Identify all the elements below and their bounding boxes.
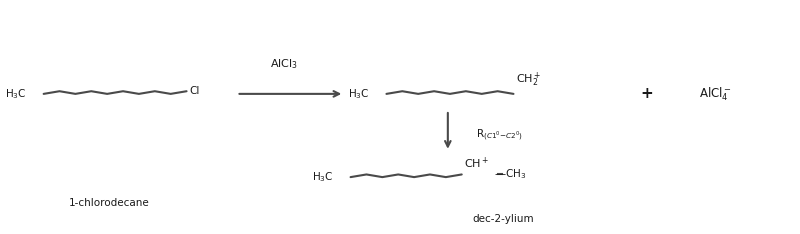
Text: H$_3$C: H$_3$C [348, 87, 370, 101]
Text: 1-chlorodecane: 1-chlorodecane [69, 197, 150, 208]
Text: CH$_2^+$: CH$_2^+$ [516, 71, 542, 89]
Text: CH$^+$: CH$^+$ [464, 156, 490, 171]
Text: AlCl$_4^-$: AlCl$_4^-$ [699, 85, 731, 103]
Text: +: + [641, 86, 654, 101]
Text: —: — [494, 169, 506, 179]
Text: AlCl$_3$: AlCl$_3$ [270, 57, 298, 71]
Text: R$_{(C1^{0}\mathsf{-}C2^{0})}$: R$_{(C1^{0}\mathsf{-}C2^{0})}$ [476, 128, 522, 143]
Text: CH$_3$: CH$_3$ [505, 168, 526, 181]
Text: H$_3$C: H$_3$C [6, 87, 27, 101]
Text: dec-2-ylium: dec-2-ylium [473, 214, 534, 224]
Text: Cl: Cl [189, 86, 199, 96]
Text: H$_3$C: H$_3$C [312, 170, 334, 184]
